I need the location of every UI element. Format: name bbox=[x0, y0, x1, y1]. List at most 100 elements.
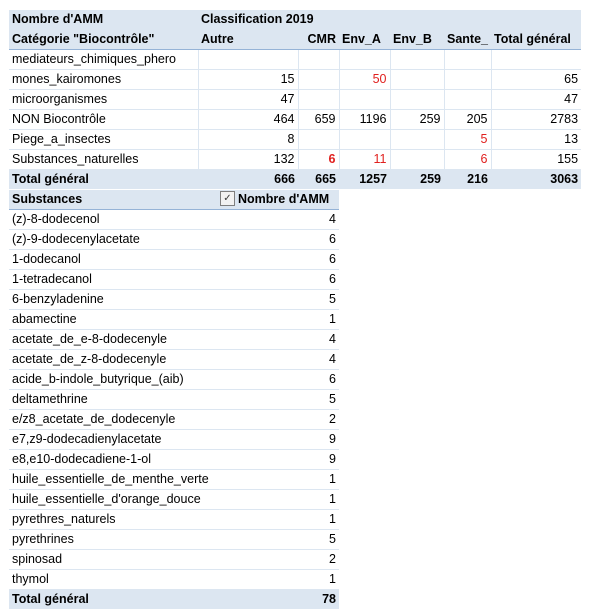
cell-value[interactable]: 205 bbox=[444, 110, 491, 130]
column-header-autre[interactable]: Autre bbox=[198, 30, 298, 50]
amm-count[interactable]: 1 bbox=[217, 510, 339, 530]
row-label[interactable]: Substances_naturelles bbox=[9, 150, 198, 170]
row-label[interactable]: Piege_a_insectes bbox=[9, 130, 198, 150]
cell-value[interactable]: 464 bbox=[198, 110, 298, 130]
amm-count[interactable]: 2 bbox=[217, 410, 339, 430]
cell-value[interactable]: 659 bbox=[298, 110, 339, 130]
cell-value[interactable]: 11 bbox=[339, 150, 390, 170]
cell-value[interactable] bbox=[339, 130, 390, 150]
row-field-label[interactable]: Catégorie "Biocontrôle" bbox=[9, 30, 198, 50]
grand-total-label[interactable]: Total général bbox=[9, 170, 198, 190]
total-value[interactable]: 259 bbox=[390, 170, 444, 190]
cell-value[interactable]: 6 bbox=[444, 150, 491, 170]
total-value[interactable]: 1257 bbox=[339, 170, 390, 190]
column-header-env-a[interactable]: Env_A bbox=[339, 30, 390, 50]
amm-count[interactable]: 1 bbox=[217, 310, 339, 330]
cell-value[interactable]: 13 bbox=[491, 130, 581, 150]
amm-count[interactable]: 5 bbox=[217, 530, 339, 550]
column-header-env-b[interactable]: Env_B bbox=[390, 30, 444, 50]
substance-name[interactable]: acide_b-indole_butyrique_(aib) bbox=[9, 370, 217, 390]
substance-name[interactable]: thymol bbox=[9, 570, 217, 590]
substance-name[interactable]: huile_essentielle_d'orange_douce bbox=[9, 490, 217, 510]
cell-value[interactable] bbox=[444, 70, 491, 90]
amm-count[interactable]: 6 bbox=[217, 250, 339, 270]
cell-value[interactable]: 1196 bbox=[339, 110, 390, 130]
row-label[interactable]: microorganismes bbox=[9, 90, 198, 110]
amm-count[interactable]: 4 bbox=[217, 350, 339, 370]
total-value[interactable]: 666 bbox=[198, 170, 298, 190]
cell-value[interactable]: 8 bbox=[198, 130, 298, 150]
amm-count[interactable]: 1 bbox=[217, 490, 339, 510]
nombre-amm-header[interactable]: ✓Nombre d'AMM bbox=[217, 190, 339, 210]
amm-count[interactable]: 9 bbox=[217, 430, 339, 450]
column-header-sante[interactable]: Sante_ bbox=[444, 30, 491, 50]
column-header-cmr[interactable]: CMR bbox=[298, 30, 339, 50]
cell-value[interactable] bbox=[298, 70, 339, 90]
cell-value[interactable] bbox=[339, 90, 390, 110]
row-label[interactable]: mediateurs_chimiques_phero bbox=[9, 50, 198, 70]
total-value[interactable]: 216 bbox=[444, 170, 491, 190]
column-field-label[interactable]: Classification 2019 bbox=[198, 10, 581, 30]
amm-count[interactable]: 6 bbox=[217, 270, 339, 290]
row-label[interactable]: mones_kairomones bbox=[9, 70, 198, 90]
cell-value[interactable]: 2783 bbox=[491, 110, 581, 130]
substance-name[interactable]: e7,z9-dodecadienylacetate bbox=[9, 430, 217, 450]
substance-name[interactable]: pyrethrines bbox=[9, 530, 217, 550]
substance-name[interactable]: (z)-9-dodecenylacetate bbox=[9, 230, 217, 250]
cell-value[interactable]: 65 bbox=[491, 70, 581, 90]
substance-name[interactable]: (z)-8-dodecenol bbox=[9, 210, 217, 230]
amm-count[interactable]: 4 bbox=[217, 330, 339, 350]
amm-count[interactable]: 1 bbox=[217, 570, 339, 590]
substance-name[interactable]: acetate_de_e-8-dodecenyle bbox=[9, 330, 217, 350]
substance-name[interactable]: pyrethres_naturels bbox=[9, 510, 217, 530]
substance-name[interactable]: 6-benzyladenine bbox=[9, 290, 217, 310]
column-header-total[interactable]: Total général bbox=[491, 30, 581, 50]
cell-value[interactable] bbox=[390, 90, 444, 110]
substance-name[interactable]: acetate_de_z-8-dodecenyle bbox=[9, 350, 217, 370]
cell-value[interactable]: 259 bbox=[390, 110, 444, 130]
amm-count[interactable]: 6 bbox=[217, 230, 339, 250]
total-value[interactable]: 665 bbox=[298, 170, 339, 190]
substance-name[interactable]: 1-tetradecanol bbox=[9, 270, 217, 290]
amm-count[interactable]: 2 bbox=[217, 550, 339, 570]
grand-total-label[interactable]: Total général bbox=[9, 590, 217, 609]
cell-value[interactable]: 15 bbox=[198, 70, 298, 90]
substance-name[interactable]: spinosad bbox=[9, 550, 217, 570]
cell-value[interactable] bbox=[390, 70, 444, 90]
amm-count[interactable]: 4 bbox=[217, 210, 339, 230]
cell-value[interactable] bbox=[444, 90, 491, 110]
total-value[interactable]: 3063 bbox=[491, 170, 581, 190]
amm-count[interactable]: 1 bbox=[217, 470, 339, 490]
amm-count[interactable]: 5 bbox=[217, 290, 339, 310]
table-row: mones_kairomones 15 50 65 bbox=[9, 70, 581, 90]
cell-value[interactable]: 47 bbox=[491, 90, 581, 110]
substances-header[interactable]: Substances bbox=[9, 190, 217, 210]
cell-value[interactable] bbox=[390, 150, 444, 170]
cell-value[interactable]: 5 bbox=[444, 130, 491, 150]
substance-name[interactable]: 1-dodecanol bbox=[9, 250, 217, 270]
cell-value[interactable] bbox=[298, 90, 339, 110]
cell-value[interactable]: 50 bbox=[339, 70, 390, 90]
substance-name[interactable]: abamectine bbox=[9, 310, 217, 330]
cell-value[interactable] bbox=[390, 130, 444, 150]
cell-value[interactable]: 132 bbox=[198, 150, 298, 170]
cell-value[interactable]: 6 bbox=[298, 150, 339, 170]
cell-value[interactable]: 155 bbox=[491, 150, 581, 170]
substance-name[interactable]: huile_essentielle_de_menthe_verte bbox=[9, 470, 217, 490]
value-field-label[interactable]: Nombre d'AMM bbox=[9, 10, 198, 30]
substance-name[interactable]: deltamethrine bbox=[9, 390, 217, 410]
total-value[interactable]: 78 bbox=[217, 590, 339, 609]
substance-name[interactable]: e8,e10-dodecadiene-1-ol bbox=[9, 450, 217, 470]
cell-value[interactable] bbox=[298, 130, 339, 150]
amm-count[interactable]: 6 bbox=[217, 370, 339, 390]
amm-count[interactable]: 9 bbox=[217, 450, 339, 470]
row-label[interactable]: NON Biocontrôle bbox=[9, 110, 198, 130]
substance-name[interactable]: e/z8_acetate_de_dodecenyle bbox=[9, 410, 217, 430]
cell-value[interactable]: 47 bbox=[198, 90, 298, 110]
amm-count[interactable]: 5 bbox=[217, 390, 339, 410]
filter-sort-icon[interactable]: ✓ bbox=[220, 191, 235, 206]
